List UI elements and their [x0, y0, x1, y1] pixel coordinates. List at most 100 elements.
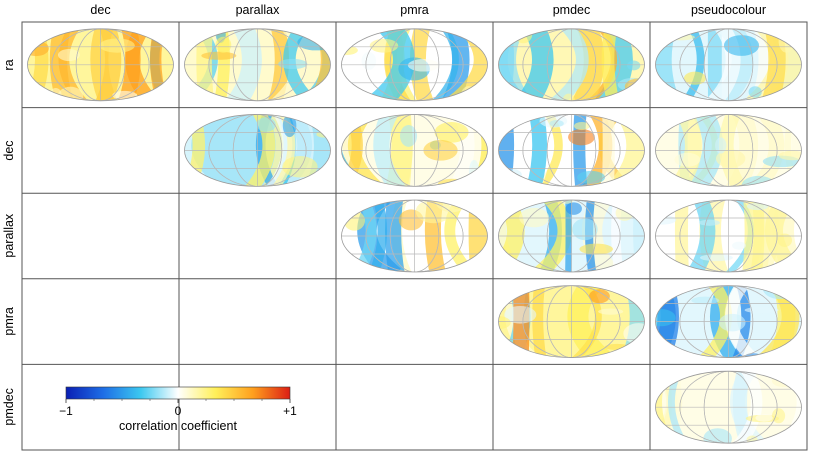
sky-map-patch	[498, 28, 510, 34]
sky-map-patch	[504, 305, 537, 324]
sky-map-patch	[655, 215, 677, 225]
sky-map-patch	[655, 35, 667, 42]
sky-map-patch	[771, 408, 786, 424]
sky-maps	[27, 28, 802, 444]
column-label: pseudocolour	[690, 3, 767, 17]
sky-map-patch	[215, 36, 232, 53]
sky-map-patch	[674, 152, 701, 167]
sky-map-patch	[282, 156, 318, 178]
sky-map-patch	[579, 243, 614, 255]
sky-map-outline	[27, 28, 174, 102]
sky-map	[498, 28, 645, 101]
sky-map-patch	[699, 219, 720, 226]
sky-map	[655, 371, 802, 444]
column-label: pmra	[400, 3, 429, 17]
column-label: dec	[90, 3, 111, 17]
sky-map	[655, 285, 802, 358]
colorbar: −1 0 +1 correlation coefficient	[59, 386, 297, 433]
sky-map-patch	[577, 170, 606, 184]
sky-map-patch	[256, 117, 276, 132]
sky-map-patch	[415, 200, 452, 224]
sky-map-patch	[184, 114, 202, 132]
sky-map-patch	[626, 60, 641, 71]
sky-map-patch	[598, 308, 624, 315]
sky-map-patch	[777, 233, 793, 248]
sky-map	[498, 114, 645, 187]
sky-map-patch	[755, 414, 773, 422]
sky-map-patch	[400, 124, 418, 147]
sky-map-patch	[57, 86, 84, 101]
sky-map-patch	[468, 159, 480, 184]
sky-map-outline	[498, 113, 645, 187]
sky-map-patch	[282, 114, 297, 138]
colorbar-label: correlation coefficient	[119, 419, 237, 433]
sky-map-patch	[27, 40, 49, 57]
sky-map	[341, 200, 488, 272]
sky-map-patch	[715, 137, 727, 154]
sky-map-patch	[624, 78, 645, 95]
sky-map-patch	[778, 29, 795, 53]
sky-map	[498, 285, 645, 358]
sky-map	[27, 28, 174, 101]
sky-map-patch	[361, 51, 377, 70]
sky-map-outline	[498, 285, 645, 359]
colorbar-tick-label: −1	[59, 404, 73, 418]
colorbar-gradient	[65, 386, 291, 400]
sky-map-patch	[589, 289, 610, 304]
sky-map-patch	[278, 58, 308, 70]
sky-map-outline	[341, 28, 488, 102]
colorbar-tick-label: 0	[175, 404, 182, 418]
sky-map-patch	[186, 114, 199, 127]
sky-map-outline	[655, 370, 802, 444]
sky-map-patch	[683, 71, 707, 85]
sky-map-patch	[771, 374, 795, 387]
sky-map-patch	[718, 313, 746, 332]
sky-map-patch	[573, 121, 590, 131]
row-label: dec	[2, 140, 16, 161]
sky-map	[341, 114, 488, 187]
sky-map-outline	[341, 199, 488, 273]
sky-map	[655, 200, 802, 272]
sky-map-outline	[655, 28, 802, 102]
sky-map-patch	[715, 149, 746, 168]
sky-map-patch	[699, 254, 733, 262]
sky-map-outline	[498, 199, 645, 273]
sky-map-patch	[57, 49, 80, 62]
sky-map-patch	[572, 218, 598, 241]
sky-map-patch	[655, 309, 676, 327]
sky-map-patch	[623, 323, 645, 345]
column-label: pmdec	[552, 3, 591, 17]
sky-map-outline	[341, 113, 488, 187]
sky-map-patch	[723, 35, 760, 56]
sky-map-patch	[568, 129, 595, 146]
column-label: parallax	[235, 3, 280, 17]
sky-map-patch	[407, 59, 440, 72]
sky-map-patch	[99, 38, 135, 53]
sky-map	[184, 114, 331, 187]
sky-map-patch	[49, 87, 62, 101]
sky-map	[498, 200, 645, 272]
sky-map	[655, 28, 802, 101]
sky-map	[655, 114, 802, 187]
sky-map-patch	[565, 202, 582, 215]
sky-map-patch	[744, 306, 779, 314]
sky-map	[184, 28, 331, 101]
sky-map-patch	[691, 296, 720, 305]
sky-map-outline	[184, 113, 331, 187]
sky-map-patch	[539, 114, 568, 128]
row-label: pmdec	[2, 388, 16, 426]
sky-map-patch	[504, 169, 522, 181]
sky-map-outline	[655, 285, 802, 359]
sky-map-patch	[615, 205, 634, 221]
sky-map-patch	[778, 150, 802, 161]
sky-map-outline	[655, 113, 802, 187]
sky-map-patch	[703, 428, 732, 444]
row-label: pmra	[2, 307, 16, 336]
sky-map-patch	[343, 210, 366, 231]
sky-map-patch	[184, 83, 199, 101]
sky-map-patch	[748, 86, 762, 98]
sky-map-patch	[201, 51, 237, 60]
panel-border	[21, 21, 808, 451]
sky-map-outline	[184, 28, 331, 102]
